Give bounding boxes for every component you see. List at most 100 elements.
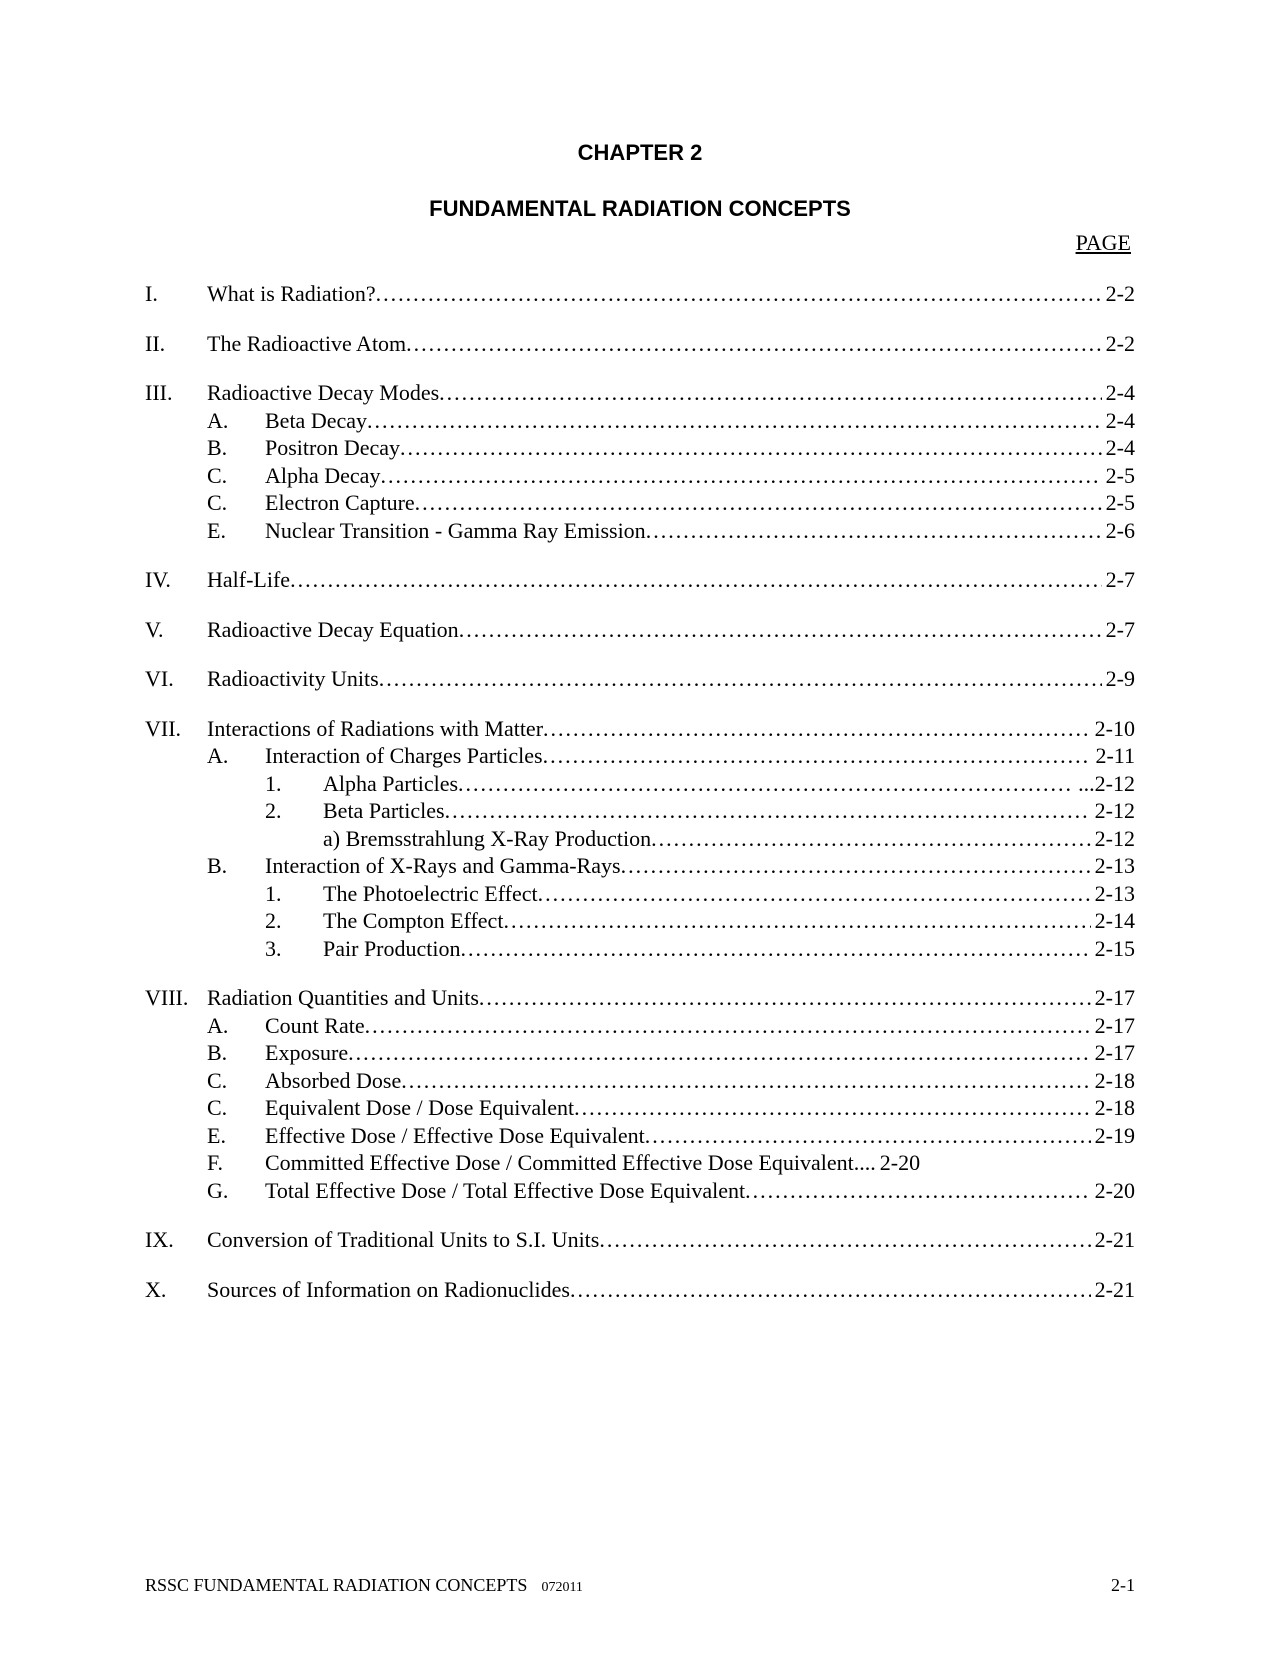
toc-page: 2-9 xyxy=(1102,665,1135,693)
toc-page: 2-18 xyxy=(1091,1094,1135,1122)
toc-leader xyxy=(645,1122,1091,1150)
toc-roman: IV. xyxy=(145,566,207,594)
page-column-heading: PAGE xyxy=(145,230,1135,256)
toc-leader xyxy=(538,880,1091,908)
toc-gap xyxy=(145,643,1135,665)
toc-page: 2-12 xyxy=(1091,825,1135,853)
toc-gap xyxy=(145,1254,1135,1276)
toc-leader xyxy=(376,280,1102,308)
toc-entry: IV.Half-Life2-7 xyxy=(145,566,1135,594)
toc-title: The Photoelectric Effect xyxy=(323,880,538,908)
toc-number: 1. xyxy=(265,880,323,908)
toc-leader xyxy=(651,825,1091,853)
toc-title: Pair Production xyxy=(323,935,461,963)
toc-page: ...2-12 xyxy=(1074,770,1135,798)
toc-roman: VII. xyxy=(145,715,207,743)
toc-letter: C. xyxy=(207,489,265,517)
toc-entry: E.Effective Dose / Effective Dose Equiva… xyxy=(145,1122,1135,1150)
toc-entry: B.Interaction of X-Rays and Gamma-Rays 2… xyxy=(145,852,1135,880)
toc-letter: B. xyxy=(207,1039,265,1067)
toc-letter: C. xyxy=(207,1094,265,1122)
toc-entry: A.Count Rate 2-17 xyxy=(145,1012,1135,1040)
toc-page: 2-12 xyxy=(1091,797,1135,825)
toc-leader xyxy=(459,616,1102,644)
toc-title: Beta Particles xyxy=(323,797,445,825)
toc-page: 2-6 xyxy=(1102,517,1135,545)
toc-leader xyxy=(400,434,1102,462)
toc-leader xyxy=(745,1177,1091,1205)
toc-leader xyxy=(599,1226,1090,1254)
chapter-title: FUNDAMENTAL RADIATION CONCEPTS xyxy=(145,196,1135,222)
toc-entry: F.Committed Effective Dose / Committed E… xyxy=(145,1149,1135,1177)
toc-page: 2-17 xyxy=(1091,1012,1135,1040)
toc-leader xyxy=(367,407,1102,435)
toc-entry: C.Electron Capture 2-5 xyxy=(145,489,1135,517)
toc-title: Sources of Information on Radionuclides xyxy=(207,1276,570,1304)
toc-page: 2-20 xyxy=(876,1149,920,1177)
toc-title: Equivalent Dose / Dose Equivalent xyxy=(265,1094,574,1122)
toc-gap xyxy=(145,308,1135,330)
toc-letter: C. xyxy=(207,1067,265,1095)
toc-title: What is Radiation? xyxy=(207,280,376,308)
toc-leader xyxy=(646,517,1102,545)
footer-page-number: 2-1 xyxy=(1111,1575,1135,1596)
toc-leader xyxy=(379,665,1102,693)
toc-letter: A. xyxy=(207,742,265,770)
toc-title: Exposure xyxy=(265,1039,348,1067)
toc-roman: III. xyxy=(145,379,207,407)
toc-roman: X. xyxy=(145,1276,207,1304)
toc-title: Conversion of Traditional Units to S.I. … xyxy=(207,1226,599,1254)
toc-page: 2-11 xyxy=(1091,742,1135,770)
toc-leader xyxy=(574,1094,1091,1122)
toc-entry: VI.Radioactivity Units 2-9 xyxy=(145,665,1135,693)
toc-page: 2-15 xyxy=(1091,935,1135,963)
toc-leader xyxy=(365,1012,1091,1040)
footer-date: 072011 xyxy=(541,1580,582,1596)
toc-title: Committed Effective Dose / Committed Eff… xyxy=(265,1149,854,1177)
toc-title: Radioactivity Units xyxy=(207,665,379,693)
toc-entry: A.Interaction of Charges Particles 2-11 xyxy=(145,742,1135,770)
toc-title: Alpha Decay xyxy=(265,462,380,490)
toc-leader xyxy=(415,489,1102,517)
toc-letter: F. xyxy=(207,1149,265,1177)
toc-page: 2-4 xyxy=(1102,379,1135,407)
toc-page: 2-13 xyxy=(1091,880,1135,908)
toc-gap xyxy=(145,962,1135,984)
toc-page: 2-7 xyxy=(1102,616,1135,644)
toc-title: Radioactive Decay Equation xyxy=(207,616,459,644)
toc-leader xyxy=(348,1039,1091,1067)
toc-leader xyxy=(458,770,1074,798)
toc-page: 2-19 xyxy=(1091,1122,1135,1150)
toc-leader xyxy=(445,797,1091,825)
toc-leader xyxy=(290,566,1102,594)
toc-title: a) Bremsstrahlung X-Ray Production xyxy=(323,825,651,853)
toc-letter: E. xyxy=(207,517,265,545)
toc-letter: A. xyxy=(207,1012,265,1040)
toc-entry: C.Absorbed Dose 2-18 xyxy=(145,1067,1135,1095)
toc-entry: X.Sources of Information on Radionuclide… xyxy=(145,1276,1135,1304)
toc-roman: IX. xyxy=(145,1226,207,1254)
toc-entry: C.Alpha Decay2-5 xyxy=(145,462,1135,490)
toc-roman: VI. xyxy=(145,665,207,693)
toc-leader xyxy=(543,742,1092,770)
toc-title: Interactions of Radiations with Matter xyxy=(207,715,543,743)
toc-leader xyxy=(570,1276,1091,1304)
toc-gap xyxy=(145,693,1135,715)
toc-title: The Compton Effect xyxy=(323,907,503,935)
toc-leader xyxy=(439,379,1102,407)
toc-roman: VIII. xyxy=(145,984,207,1012)
toc-entry: a) Bremsstrahlung X-Ray Production 2-12 xyxy=(145,825,1135,853)
toc-title: Radioactive Decay Modes xyxy=(207,379,439,407)
toc-entry: E.Nuclear Transition - Gamma Ray Emissio… xyxy=(145,517,1135,545)
toc-entry: 3.Pair Production 2-15 xyxy=(145,935,1135,963)
toc-roman: II. xyxy=(145,330,207,358)
toc-page: 2-17 xyxy=(1091,1039,1135,1067)
toc-title: Count Rate xyxy=(265,1012,365,1040)
toc-page: 2-5 xyxy=(1102,489,1135,517)
toc-number: 2. xyxy=(265,907,323,935)
toc-letter: C. xyxy=(207,462,265,490)
toc-title: Interaction of X-Rays and Gamma-Rays xyxy=(265,852,621,880)
toc-page: 2-4 xyxy=(1102,407,1135,435)
toc-title: Interaction of Charges Particles xyxy=(265,742,543,770)
toc-page: 2-10 xyxy=(1091,715,1135,743)
